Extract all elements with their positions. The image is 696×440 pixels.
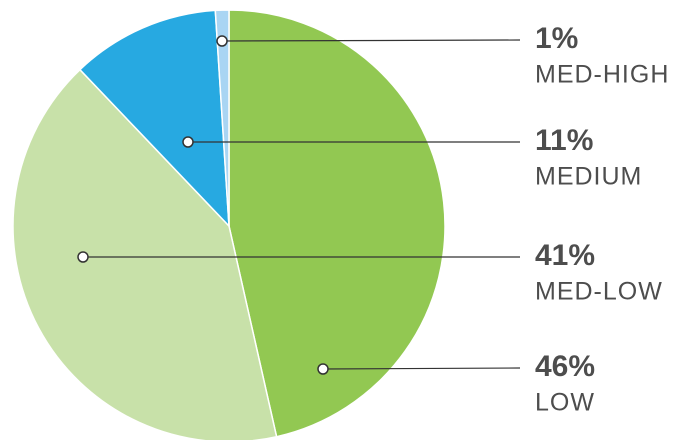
category-label: MED-LOW: [535, 278, 663, 306]
value-label: 46%: [535, 350, 595, 383]
value-label: 11%: [535, 124, 593, 157]
callout-line: [221, 39, 521, 42]
pie-slice: [78, 9, 230, 229]
pie-slice: [228, 9, 446, 438]
callout-dot: [182, 136, 194, 148]
callout-dot: [216, 35, 228, 47]
value-label: 41%: [535, 239, 595, 272]
callout-dot: [317, 363, 329, 375]
callout-line: [322, 367, 521, 370]
category-label: LOW: [535, 389, 595, 417]
pie-slice: [214, 9, 230, 227]
callout-dot: [77, 251, 89, 263]
value-label: 1%: [535, 22, 578, 55]
category-label: MEDIUM: [535, 163, 642, 191]
category-label: MED-HIGH: [535, 61, 669, 89]
